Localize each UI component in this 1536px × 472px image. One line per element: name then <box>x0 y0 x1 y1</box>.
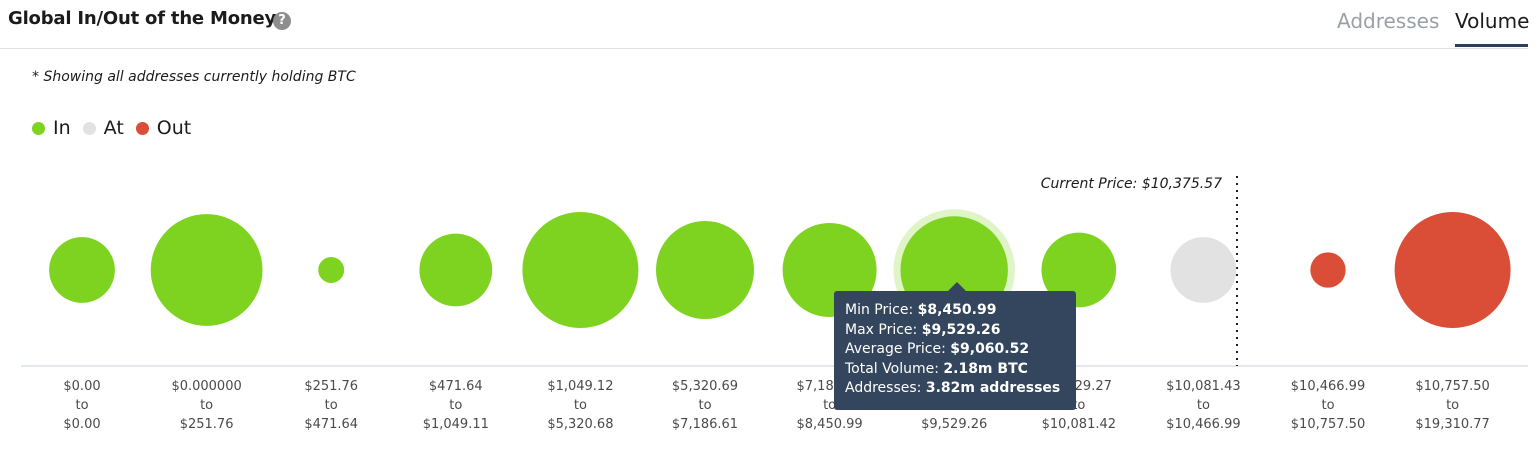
x-tick-label-11-from: $10,466.99 <box>1291 379 1365 394</box>
x-tick-label-10-to-word: to <box>1197 398 1210 413</box>
chart-legend: In At Out <box>32 117 203 139</box>
tooltip-arrow <box>947 282 967 292</box>
x-tick-label-11-to: $10,757.50 <box>1291 417 1365 432</box>
page-title: Global In/Out of the Money <box>8 8 277 29</box>
bubble-1[interactable] <box>49 237 115 303</box>
tooltip-average-price: Average Price: $9,060.52 <box>845 341 1030 357</box>
x-tick-label-4-to: $1,049.11 <box>423 417 489 432</box>
x-tick-label-12-from: $10,757.50 <box>1415 379 1489 394</box>
bubble-3[interactable] <box>318 257 345 283</box>
x-tick-label-12-to-word: to <box>1446 398 1459 413</box>
x-tick-label-3-from: $251.76 <box>304 379 358 394</box>
x-tick-label-7-to: $8,450.99 <box>797 417 863 432</box>
bubble-11[interactable] <box>1310 252 1346 288</box>
bubble-6[interactable] <box>655 220 755 320</box>
tab-volume[interactable]: Volume <box>1455 9 1530 33</box>
legend-label-out: Out <box>156 117 192 139</box>
bubble-9[interactable] <box>1041 232 1117 308</box>
tooltip-max-price: Max Price: $9,529.26 <box>845 321 1001 338</box>
x-tick-label-5-to: $5,320.68 <box>547 417 613 432</box>
x-tick-label-6-to-word: to <box>698 398 711 413</box>
x-tick-label-2-to-word: to <box>200 398 213 413</box>
legend-dot-in <box>32 121 45 135</box>
legend-item-at[interactable]: At <box>82 117 124 139</box>
x-tick-label-10-to: $10,466.99 <box>1166 417 1240 432</box>
x-tick-label-5-from: $1,049.12 <box>547 379 613 394</box>
chart-header: Global In/Out of the Money ? Addresses V… <box>0 0 1530 49</box>
x-tick-label-7-to-word: to <box>823 398 836 413</box>
tooltip-min-price: Min Price: $8,450.99 <box>845 302 997 318</box>
help-icon[interactable]: ? <box>273 12 291 30</box>
bubble-tooltip: Min Price: $8,450.99 Max Price: $9,529.2… <box>834 291 1076 410</box>
legend-label-in: In <box>53 117 71 139</box>
bubble-4[interactable] <box>419 233 493 307</box>
x-tick-label-2-from: $0.000000 <box>171 379 241 394</box>
tooltip-addresses: Addresses: 3.82m addresses <box>845 380 1061 396</box>
holding-note: * Showing all addresses currently holdin… <box>32 69 356 85</box>
x-tick-label-6-from: $5,320.69 <box>672 379 738 394</box>
x-tick-label-3-to: $471.64 <box>304 417 358 432</box>
x-tick-label-2-to: $251.76 <box>180 417 234 432</box>
x-tick-label-10-from: $10,081.43 <box>1166 379 1240 394</box>
x-tick-label-1-to: $0.00 <box>63 417 100 432</box>
x-tick-label-1-from: $0.00 <box>63 379 100 394</box>
bubble-12[interactable] <box>1394 212 1511 328</box>
legend-label-at: At <box>103 117 124 139</box>
current-price-label: Current Price: $10,375.57 <box>1041 176 1222 192</box>
x-tick-label-4-from: $471.64 <box>429 379 483 394</box>
legend-item-out[interactable]: Out <box>135 117 192 139</box>
tooltip-total-volume: Total Volume: 2.18m BTC <box>845 360 1028 377</box>
x-tick-label-8-to: $9,529.26 <box>921 417 987 432</box>
bubble-10[interactable] <box>1170 237 1237 303</box>
x-tick-label-6-to: $7,186.61 <box>672 417 738 432</box>
bubble-2[interactable] <box>150 214 263 326</box>
legend-item-in[interactable]: In <box>32 117 71 139</box>
x-tick-label-3-to-word: to <box>325 398 338 413</box>
active-tab-indicator <box>1455 44 1528 47</box>
x-tick-label-5-to-word: to <box>574 398 587 413</box>
legend-dot-at <box>82 121 96 135</box>
x-tick-label-4-to-word: to <box>449 398 462 413</box>
x-tick-label-1-to-word: to <box>75 398 88 413</box>
x-tick-label-9-to: $10,081.42 <box>1042 417 1116 432</box>
x-tick-label-12-to: $19,310.77 <box>1415 417 1489 432</box>
x-tick-label-11-to-word: to <box>1321 398 1334 413</box>
bubble-5[interactable] <box>522 212 639 328</box>
tab-addresses[interactable]: Addresses <box>1337 9 1440 33</box>
legend-dot-out <box>135 121 149 135</box>
